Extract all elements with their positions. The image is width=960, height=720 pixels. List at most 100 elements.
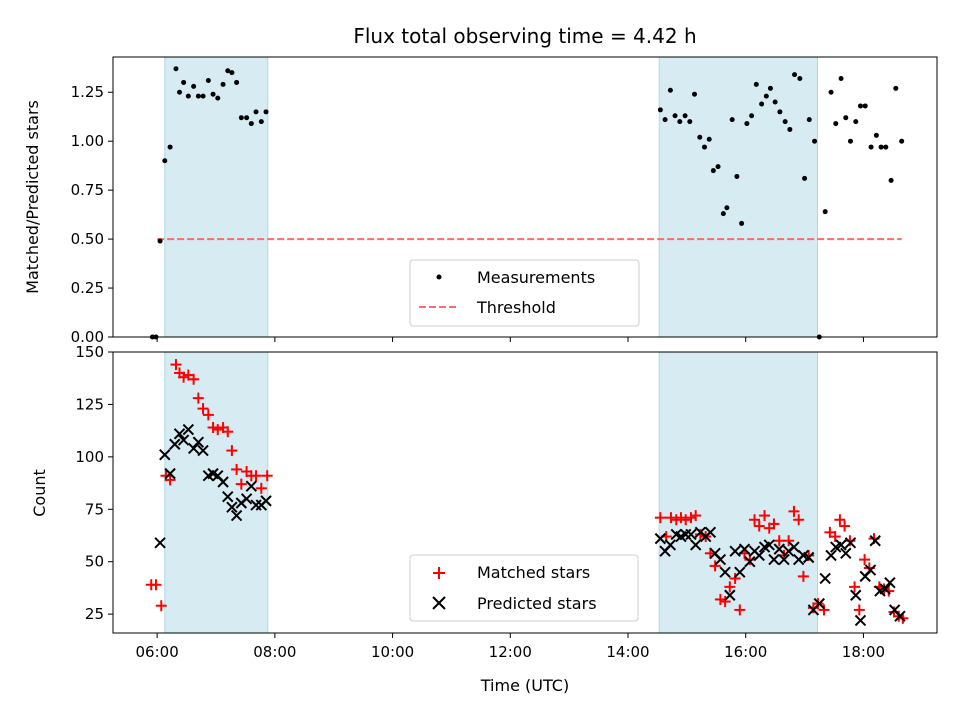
predicted-point-48 xyxy=(778,553,790,566)
measurement-point-57 xyxy=(812,138,818,144)
measurement-point-18 xyxy=(234,79,240,85)
predicted-point-b xyxy=(169,438,181,450)
predicted-point-19 xyxy=(245,480,258,492)
predicted-point-b xyxy=(850,589,862,601)
measurement-point-36 xyxy=(710,168,716,174)
bottom-shaded-intervals xyxy=(164,351,819,634)
matched-point-22 xyxy=(250,470,262,482)
measurement-point-3 xyxy=(162,158,168,164)
predicted-point-62 xyxy=(850,589,862,601)
predicted-point-38 xyxy=(729,545,741,557)
matched-point-23 xyxy=(255,482,267,494)
measurement-point-65 xyxy=(853,119,859,125)
legend-marker-measurements xyxy=(436,274,442,280)
legend-label-matched: Matched stars xyxy=(477,563,590,582)
predicted-point-4 xyxy=(173,428,186,440)
predicted-point-b xyxy=(773,543,785,555)
predicted-point-53 xyxy=(802,551,815,564)
predicted-point-1 xyxy=(159,449,171,461)
measurement-point-45 xyxy=(753,81,759,87)
matched-point-60 xyxy=(829,531,841,543)
predicted-point-b xyxy=(192,436,205,448)
measurement-point-41 xyxy=(734,173,740,179)
predicted-point-69 xyxy=(884,576,896,589)
matched-point-48 xyxy=(768,518,780,530)
predicted-point-65 xyxy=(864,564,877,576)
predicted-point-b xyxy=(819,572,831,585)
measurement-point-19 xyxy=(238,115,244,121)
predicted-point-22 xyxy=(260,495,272,507)
predicted-point-41 xyxy=(744,555,756,568)
bottom-xtick-label-6: 18:00 xyxy=(842,643,885,661)
predicted-point-b xyxy=(260,495,272,507)
measurement-point-30 xyxy=(682,113,688,119)
top-shade-0 xyxy=(164,56,269,338)
measurement-point-31 xyxy=(687,119,693,125)
predicted-point-b xyxy=(778,553,790,566)
predicted-point-b xyxy=(714,553,727,566)
predicted-point-b xyxy=(217,476,229,488)
matched-point-4 xyxy=(164,474,176,486)
bottom-xtick-label-1: 08:00 xyxy=(253,643,296,661)
matched-point-41 xyxy=(734,604,746,616)
measurement-point-9 xyxy=(191,83,197,89)
top-plot-frame xyxy=(112,56,938,338)
predicted-point-45 xyxy=(763,539,775,551)
predicted-point-b xyxy=(664,539,677,551)
measurement-point-37 xyxy=(715,164,721,170)
measurement-point-29 xyxy=(677,119,683,125)
predicted-point-b xyxy=(212,470,224,482)
measurement-point-53 xyxy=(792,72,798,78)
predicted-point-b xyxy=(854,614,867,627)
matched-point-10 xyxy=(192,392,204,404)
predicted-point-16 xyxy=(230,509,243,522)
measurement-point-32 xyxy=(692,91,698,97)
predicted-point-29 xyxy=(685,528,697,541)
measurement-point-43 xyxy=(744,121,750,127)
measurement-point-49 xyxy=(772,99,778,105)
predicted-point-6 xyxy=(182,423,195,436)
matched-point-36 xyxy=(709,560,721,572)
measurement-point-48 xyxy=(767,85,773,91)
predicted-point-b xyxy=(864,564,877,576)
measurement-point-66 xyxy=(857,103,863,109)
predicted-point-b xyxy=(734,566,746,578)
measurement-point-61 xyxy=(833,121,839,127)
predicted-point-b xyxy=(763,539,775,551)
predicted-point-b xyxy=(729,545,741,557)
predicted-point-60 xyxy=(840,547,852,560)
bottom-xtick-label-2: 10:00 xyxy=(371,643,414,661)
top-ytick-label-1: 0.25 xyxy=(71,279,104,297)
legend-label-threshold: Threshold xyxy=(476,298,556,317)
top-ytick-label-0: 0.00 xyxy=(71,328,104,346)
predicted-point-b xyxy=(719,566,731,578)
measurement-point-55 xyxy=(802,175,808,181)
predicted-point-b xyxy=(835,539,847,551)
predicted-point-40 xyxy=(738,543,751,555)
predicted-point-33 xyxy=(704,526,717,539)
matched-point-13 xyxy=(207,421,219,433)
predicted-point-b xyxy=(182,423,195,436)
measurement-point-72 xyxy=(888,177,894,183)
measurement-point-70 xyxy=(878,144,884,150)
predicted-point-b xyxy=(797,549,810,562)
measurement-point-17 xyxy=(229,70,235,76)
predicted-point-b xyxy=(230,509,243,522)
x-axis-label: Time (UTC) xyxy=(480,676,569,695)
measurement-point-24 xyxy=(263,109,269,115)
predicted-point-b xyxy=(738,543,751,555)
matched-point-25 xyxy=(654,512,666,524)
measurement-point-20 xyxy=(244,115,250,121)
predicted-point-b xyxy=(813,597,825,610)
matched-point-38 xyxy=(719,596,731,608)
bottom-ytick-label-5: 150 xyxy=(75,343,104,361)
legend-label-predicted: Predicted stars xyxy=(477,594,597,613)
top-y-axis-label: Matched/Predicted stars xyxy=(23,100,42,294)
bottom-legend: Matched stars Predicted stars xyxy=(409,554,639,622)
predicted-point-61 xyxy=(844,537,857,549)
measurement-point-7 xyxy=(181,79,187,85)
bottom-y-axis-ticks: 25 50 75 100 125 150 xyxy=(75,343,113,623)
matched-point-31 xyxy=(685,512,697,524)
measurement-point-35 xyxy=(706,136,712,142)
predicted-point-71 xyxy=(894,610,906,622)
